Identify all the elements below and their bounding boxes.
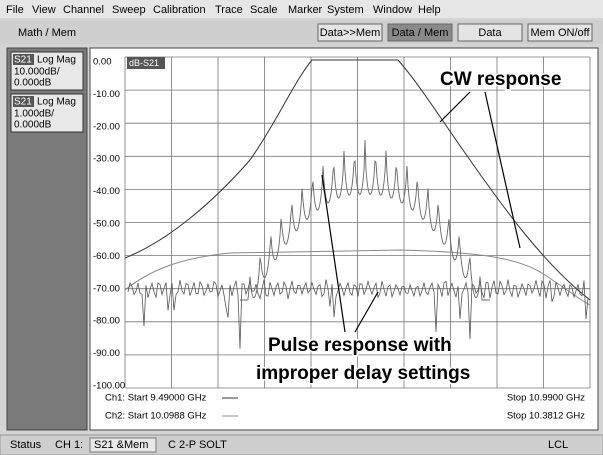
- menu-item[interactable]: Window: [373, 4, 412, 16]
- y-label: -100.00: [93, 381, 125, 392]
- footer-start: Ch1: Start 9.49000 GHz: [105, 393, 207, 404]
- toolbar-button-label[interactable]: Data: [478, 27, 502, 39]
- menu-item[interactable]: Scale: [250, 4, 278, 16]
- y-label: -60.00: [93, 251, 120, 262]
- y-label: -80.00: [93, 316, 120, 327]
- channel-format: Log Mag: [37, 97, 76, 108]
- toolbar-button-label[interactable]: Data>>Mem: [320, 27, 381, 39]
- channel-scale: 10.000dB/: [14, 67, 60, 78]
- plot-area: [89, 47, 599, 431]
- status-mode: LCL: [548, 439, 568, 451]
- toolbar-button[interactable]: [317, 23, 383, 42]
- param-bg: [13, 96, 34, 107]
- menu-item[interactable]: Marker: [288, 4, 323, 16]
- footer-stop: Stop 10.3812 GHz: [507, 411, 585, 422]
- footer: Ch1: Start 9.49000 GHz Stop 10.9900 GHz Ch…: [105, 393, 585, 422]
- menu-item[interactable]: Sweep: [112, 4, 146, 16]
- toolbar-button[interactable]: [527, 23, 593, 42]
- toolbar-label: Math / Mem: [18, 27, 76, 39]
- menu-bar: [0, 0, 603, 18]
- menu-item[interactable]: Help: [418, 4, 441, 16]
- y-label: -50.00: [93, 219, 120, 230]
- menu-item[interactable]: Channel: [63, 4, 104, 16]
- trace-label-bg: [127, 57, 165, 69]
- footer-stop: Stop 10.9900 GHz: [507, 393, 585, 404]
- y-label: -90.00: [93, 348, 120, 359]
- footer-start: Ch2: Start 10.0988 GHz: [105, 411, 207, 422]
- menu-item[interactable]: Trace: [215, 4, 243, 16]
- param-bg: [13, 54, 34, 65]
- status-cal: C 2-P SOLT: [168, 439, 227, 451]
- y-label: 0.00: [93, 57, 112, 68]
- toolbar-button[interactable]: [457, 23, 523, 42]
- toolbar-button-label[interactable]: Mem ON/off: [530, 27, 590, 39]
- noise-trace: [127, 279, 589, 349]
- channel-ref: 0.000dB: [14, 120, 52, 131]
- y-label: -10.00: [93, 89, 120, 100]
- annotation: improper delay settings: [256, 363, 470, 384]
- menu: File View Channel Sweep Calibration Trace Scal…: [6, 4, 441, 16]
- menu-item[interactable]: View: [32, 4, 56, 16]
- channel-ref: 0.000dB: [14, 78, 52, 89]
- y-label: -20.00: [93, 121, 120, 132]
- toolbar-button[interactable]: [387, 23, 453, 42]
- annotation: Pulse response with: [268, 335, 452, 356]
- channel-param: S21: [14, 55, 32, 66]
- status-label: Status: [10, 439, 42, 451]
- arrows: [321, 91, 521, 333]
- toolbar-button-label[interactable]: Data / Mem: [392, 27, 449, 39]
- menu-item[interactable]: System: [327, 4, 364, 16]
- grid: 0.00 -10.00 -20.00 -30.00 -40.00 -50.00 -60.00…: [93, 57, 591, 392]
- status-trace: S21 &Mem: [94, 439, 148, 451]
- y-label: -40.00: [93, 186, 120, 197]
- traces: [124, 59, 591, 349]
- cw-trace-ch1: [124, 59, 591, 301]
- channel-scale: 1.000dB/: [14, 109, 54, 120]
- pulse-trace: [240, 139, 490, 301]
- status-channel: CH 1:: [55, 439, 83, 451]
- trace-label: dB-S21: [129, 58, 159, 68]
- channel-format: Log Mag: [37, 55, 76, 66]
- y-label: -70.00: [93, 283, 120, 294]
- y-label: -30.00: [93, 154, 120, 165]
- status-trace-box: [89, 437, 157, 453]
- channel-param: S21: [14, 97, 32, 108]
- menu-item[interactable]: Calibration: [153, 4, 206, 16]
- annotation: CW response: [440, 69, 561, 90]
- toolbar-buttons: Data>>Mem Data / Mem Data Mem ON/off: [317, 23, 593, 42]
- menu-item[interactable]: File: [6, 4, 24, 16]
